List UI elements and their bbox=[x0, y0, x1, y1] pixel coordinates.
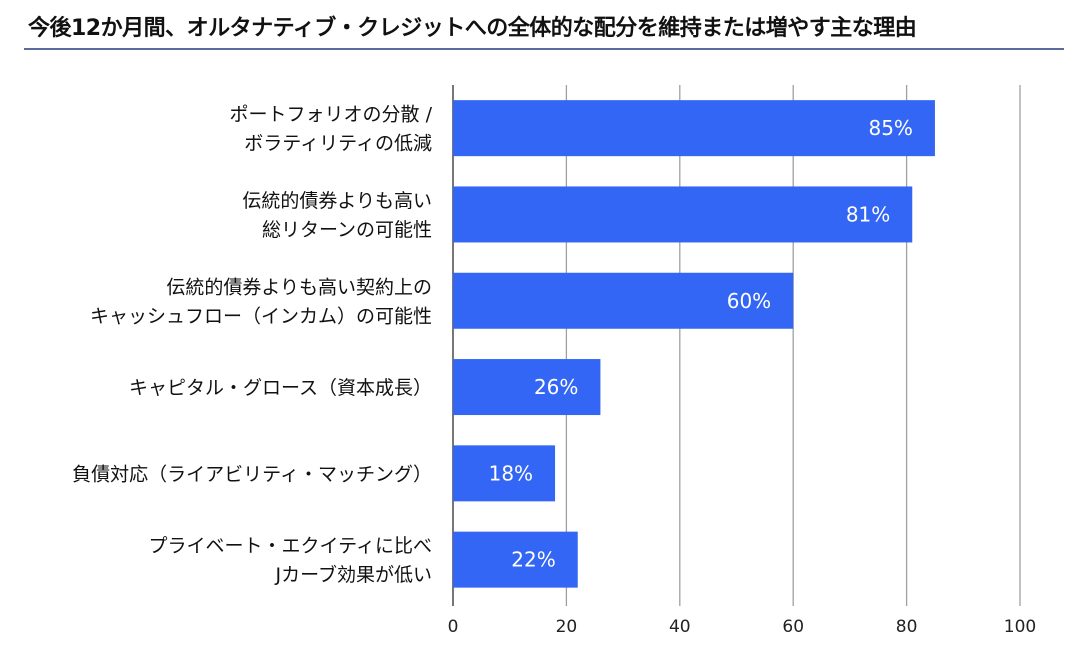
category-label: 負債対応（ライアビリティ・マッチング） bbox=[72, 463, 432, 485]
bar bbox=[453, 359, 601, 416]
bar bbox=[453, 531, 578, 588]
category-label: 伝統的債券よりも高い契約上の bbox=[166, 276, 432, 298]
category-label: キャピタル・グロース（資本成長） bbox=[129, 377, 432, 399]
chart-title: 今後12か月間、オルタナティブ・クレジットへの全体的な配分を維持または増やす主な… bbox=[28, 16, 917, 41]
bar bbox=[453, 100, 935, 157]
bar bbox=[453, 186, 913, 243]
category-label: プライベート・エクイティに比べ bbox=[149, 535, 432, 557]
x-tick-label: 100 bbox=[1004, 617, 1036, 637]
data-label: 26% bbox=[534, 375, 578, 399]
category-label: キャッシュフロー（インカム）の可能性 bbox=[90, 305, 432, 327]
data-label: 85% bbox=[868, 116, 912, 140]
category-label: Jカーブ効果が低い bbox=[275, 563, 432, 586]
bar bbox=[453, 445, 556, 502]
category-label: 伝統的債券よりも高い bbox=[242, 190, 432, 212]
category-label: ボラティリティの低減 bbox=[244, 133, 432, 155]
data-label: 18% bbox=[489, 461, 533, 485]
category-label: ポートフォリオの分散 / bbox=[230, 104, 433, 126]
x-tick-label: 80 bbox=[896, 617, 918, 637]
x-tick-label: 40 bbox=[669, 617, 691, 637]
x-tick-label: 20 bbox=[556, 617, 578, 637]
category-label: 総リターンの可能性 bbox=[262, 219, 432, 241]
data-label: 60% bbox=[727, 289, 771, 313]
title-divider bbox=[24, 48, 1064, 50]
bar bbox=[453, 272, 794, 329]
data-label: 22% bbox=[511, 548, 555, 572]
x-tick-label: 0 bbox=[448, 617, 459, 637]
data-label: 81% bbox=[846, 202, 890, 226]
x-tick-label: 60 bbox=[782, 617, 804, 637]
